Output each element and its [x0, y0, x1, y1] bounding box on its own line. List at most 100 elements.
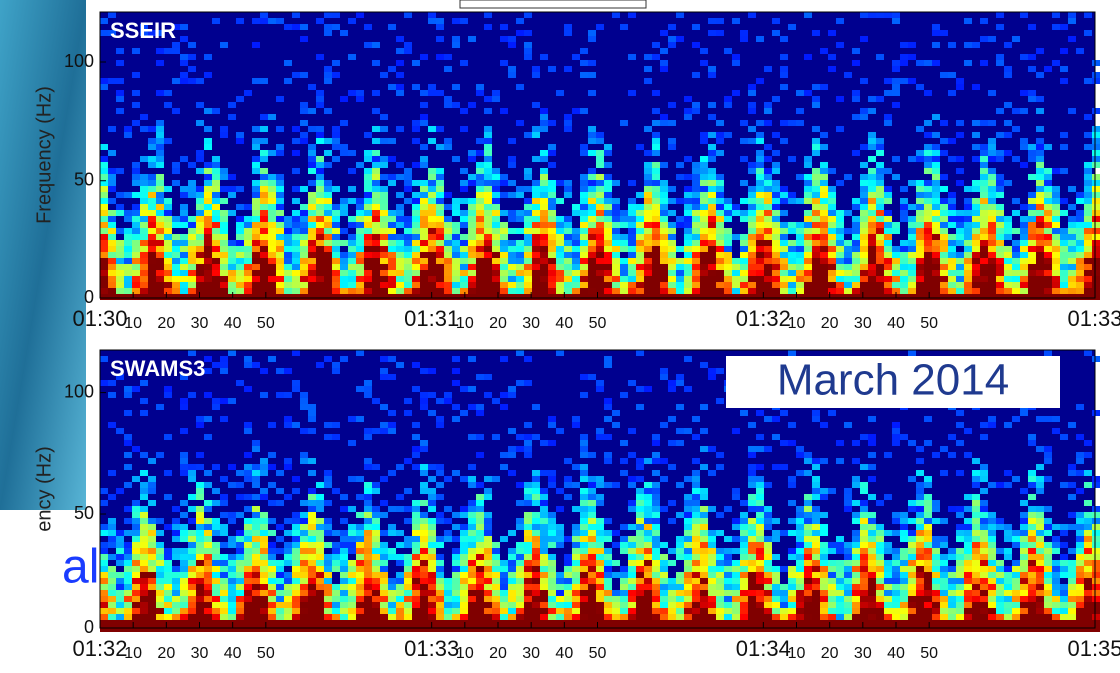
spectrogram-cell	[764, 216, 772, 222]
spectrogram-cell	[372, 288, 380, 294]
spectrogram-cell	[628, 90, 636, 96]
spectrogram-cell	[916, 488, 924, 494]
spectrogram-cell	[444, 222, 452, 228]
spectrogram-cell	[1004, 132, 1012, 138]
spectrogram-cell	[980, 470, 988, 476]
spectrogram-cell	[996, 246, 1004, 252]
spectrogram-cell	[500, 252, 508, 258]
spectrogram-cell	[1052, 566, 1060, 572]
spectrogram-cell	[788, 548, 796, 554]
spectrogram-cell	[548, 422, 556, 428]
spectrogram-cell	[252, 162, 260, 168]
spectrogram-cell	[588, 476, 596, 482]
spectrogram-cell	[652, 554, 660, 560]
spectrogram-cell	[148, 192, 156, 198]
spectrogram-cell	[860, 192, 868, 198]
spectrogram-cell	[484, 572, 492, 578]
spectrogram-cell	[612, 542, 620, 548]
spectrogram-cell	[1012, 126, 1020, 132]
spectrogram-cell	[884, 222, 892, 228]
spectrogram-cell	[308, 548, 316, 554]
spectrogram-cell	[172, 42, 180, 48]
spectrogram-cell	[244, 422, 252, 428]
spectrogram-cell	[964, 494, 972, 500]
spectrogram-cell	[508, 288, 516, 294]
spectrogram-cell	[1036, 174, 1044, 180]
spectrogram-cell	[564, 258, 572, 264]
spectrogram-cell	[108, 78, 116, 84]
spectrogram-cell	[460, 512, 468, 518]
spectrogram-cell	[316, 264, 324, 270]
spectrogram-cell	[1084, 222, 1092, 228]
spectrogram-cell	[244, 464, 252, 470]
spectrogram-cell	[972, 246, 980, 252]
spectrogram-cell	[796, 572, 804, 578]
spectrogram-cell	[116, 536, 124, 542]
spectrogram-cell	[748, 518, 756, 524]
spectrogram-cell	[300, 204, 308, 210]
spectrogram-cell	[212, 464, 220, 470]
spectrogram-cell	[196, 282, 204, 288]
spectrogram-cell	[876, 246, 884, 252]
spectrogram-cell	[404, 458, 412, 464]
spectrogram-cell	[876, 150, 884, 156]
spectrogram-cell	[740, 156, 748, 162]
spectrogram-cell	[196, 482, 204, 488]
spectrogram-cell	[604, 270, 612, 276]
spectrogram-cell	[700, 156, 708, 162]
spectrogram-cell	[1028, 524, 1036, 530]
spectrogram-cell	[652, 120, 660, 126]
spectrogram-cell	[668, 440, 676, 446]
spectrogram-cell	[452, 554, 460, 560]
spectrogram-cell	[964, 536, 972, 542]
spectrogram-cell	[1020, 288, 1028, 294]
spectrogram-cell	[1020, 530, 1028, 536]
spectrogram-cell	[852, 270, 860, 276]
spectrogram-cell	[196, 276, 204, 282]
spectrogram-cell	[1020, 204, 1028, 210]
spectrogram-cell	[404, 506, 412, 512]
spectrogram-cell	[316, 252, 324, 258]
spectrogram-cell	[444, 518, 452, 524]
spectrogram-cell	[348, 566, 356, 572]
spectrogram-cell	[1036, 264, 1044, 270]
spectrogram-cell	[324, 72, 332, 78]
spectrogram-cell	[1036, 108, 1044, 114]
spectrogram-cell	[940, 258, 948, 264]
spectrogram-cell	[1044, 288, 1052, 294]
spectrogram-cell	[260, 174, 268, 180]
spectrogram-cell	[644, 210, 652, 216]
spectrogram-cell	[484, 198, 492, 204]
spectrogram-cell	[948, 264, 956, 270]
spectrogram-cell	[628, 276, 636, 282]
spectrogram-cell	[1036, 96, 1044, 102]
spectrogram-cell	[1036, 246, 1044, 252]
spectrogram-cell	[1028, 198, 1036, 204]
spectrogram-cell	[964, 258, 972, 264]
spectrogram-cell	[588, 210, 596, 216]
spectrogram-cell	[524, 488, 532, 494]
spectrogram-cell	[324, 542, 332, 548]
spectrogram-cell	[1084, 294, 1092, 300]
spectrogram-cell	[228, 350, 236, 356]
spectrogram-cell	[748, 186, 756, 192]
spectrogram-cell	[940, 252, 948, 258]
spectrogram-cell	[1068, 276, 1076, 282]
spectrogram-cell	[300, 108, 308, 114]
spectrogram-cell	[908, 506, 916, 512]
spectrogram-cell	[732, 566, 740, 572]
spectrogram-cell	[572, 288, 580, 294]
spectrogram-cell	[356, 560, 364, 566]
spectrogram-cell	[956, 78, 964, 84]
spectrogram-cell	[412, 464, 420, 470]
spectrogram-cell	[996, 108, 1004, 114]
spectrogram-cell	[644, 174, 652, 180]
spectrogram-cell	[140, 126, 148, 132]
spectrogram-cell	[604, 572, 612, 578]
spectrogram-cell	[684, 192, 692, 198]
spectrogram-cell	[620, 282, 628, 288]
spectrogram-cell	[1004, 530, 1012, 536]
spectrogram-cell	[932, 186, 940, 192]
spectrogram-cell	[772, 246, 780, 252]
spectrogram-cell	[148, 144, 156, 150]
